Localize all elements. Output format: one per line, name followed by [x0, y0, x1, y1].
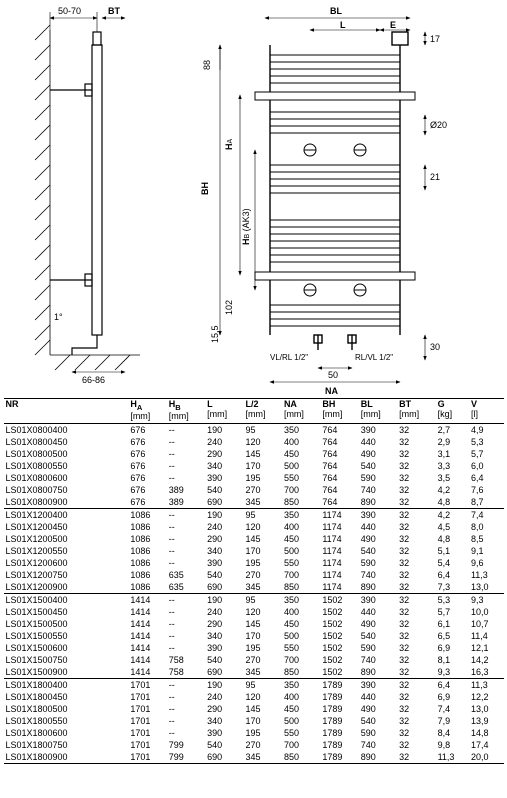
table-row: LS01X0800600676--390195550764590323,56,4 [4, 472, 504, 484]
dim-d20: Ø20 [430, 120, 447, 130]
table-row: LS01X15005001414--2901454501502490326,11… [4, 618, 504, 630]
col-BT: BT[mm] [397, 399, 435, 424]
table-row: LS01X120090010866356903458501174890327,3… [4, 581, 504, 594]
dim-E: E [390, 20, 396, 30]
table-row: LS01X0800500676--290145450764490323,15,7 [4, 448, 504, 460]
col-V: V[l] [469, 399, 504, 424]
table-row: LS01X1800900170179969034585017898903211,… [4, 751, 504, 764]
table-row: LS01X15005501414--3401705001502540326,51… [4, 630, 504, 642]
table-row: LS01X18005001701--2901454501789490327,41… [4, 703, 504, 715]
dim-66-86: 66-86 [82, 375, 105, 385]
col-HB: HB[mm] [167, 399, 205, 424]
table-row: LS01X15004501414--2401204001502440325,71… [4, 606, 504, 618]
dim-50: 50 [328, 370, 338, 380]
table-row: LS01X180075017017995402707001789740329,8… [4, 739, 504, 751]
dim-155: 15,5 [210, 325, 220, 343]
col-HA: HA[mm] [128, 399, 166, 424]
table-row: LS01X0800750676389540270700764740324,27,… [4, 484, 504, 496]
table-row: LS01X120075010866355402707001174740326,4… [4, 569, 504, 581]
table-row: LS01X12004501086--2401204001174440324,58… [4, 521, 504, 533]
table-row: LS01X12005501086--3401705001174540325,19… [4, 545, 504, 557]
technical-drawing: 50-70 BT 1° 66-86 [0, 0, 507, 398]
dim-21: 21 [430, 172, 440, 182]
table-row: LS01X0800550676--340170500764540323,36,0 [4, 460, 504, 472]
table-row: LS01X12004001086--190953501174390324,27,… [4, 508, 504, 521]
col-L: L[mm] [205, 399, 243, 424]
table-row: LS01X15006001414--3901955501502590326,91… [4, 642, 504, 654]
spec-table: NRHA[mm]HB[mm]L[mm]L/2[mm]NA[mm]BH[mm]BL… [4, 398, 504, 764]
dim-102: 102 [224, 300, 234, 315]
front-view: BL L E 17 Ø20 21 30 BH HA HB (AK3) 88 10… [200, 6, 447, 396]
lbl-rlvl: RL/VL 1/2" [355, 353, 393, 362]
svg-text:HA: HA [224, 139, 234, 151]
dim-17: 17 [430, 34, 440, 44]
dim-BH: BH [200, 182, 210, 195]
table-row: LS01X0800900676389690345850764890324,88,… [4, 496, 504, 509]
col-BL: BL[mm] [359, 399, 397, 424]
table-row: LS01X15004001414--190953501502390325,39,… [4, 593, 504, 606]
table-row: LS01X18005501701--3401705001789540327,91… [4, 715, 504, 727]
table-row: LS01X150090014147586903458501502890329,3… [4, 666, 504, 679]
dim-1deg: 1° [54, 312, 63, 322]
dim-L: L [340, 20, 346, 30]
dim-BT: BT [108, 6, 120, 16]
svg-text:HB (AK3): HB (AK3) [241, 208, 251, 245]
dim-BL: BL [330, 6, 342, 16]
table-row: LS01X18004501701--2401204001789440326,91… [4, 691, 504, 703]
table-row: LS01X18006001701--3901955501789590328,41… [4, 727, 504, 739]
dim-88: 88 [202, 60, 212, 70]
side-view: 50-70 BT 1° 66-86 [35, 6, 140, 385]
table-row: LS01X0800400676--19095350764390322,74,9 [4, 423, 504, 436]
table-row: LS01X12006001086--3901955501174590325,49… [4, 557, 504, 569]
col-G: G[kg] [436, 399, 469, 424]
col-L2: L/2[mm] [244, 399, 282, 424]
lbl-vlrl: VL/RL 1/2" [270, 353, 308, 362]
table-row: LS01X18004001701--190953501789390326,411… [4, 678, 504, 691]
col-BH: BH[mm] [320, 399, 358, 424]
dim-30: 30 [430, 342, 440, 352]
col-NR: NR [4, 399, 129, 424]
col-NA: NA[mm] [282, 399, 320, 424]
dim-NA: NA [325, 386, 338, 396]
table-row: LS01X12005001086--2901454501174490324,88… [4, 533, 504, 545]
table-row: LS01X150075014147585402707001502740328,1… [4, 654, 504, 666]
dim-50-70: 50-70 [58, 6, 81, 16]
table-row: LS01X0800450676--240120400764440322,95,3 [4, 436, 504, 448]
